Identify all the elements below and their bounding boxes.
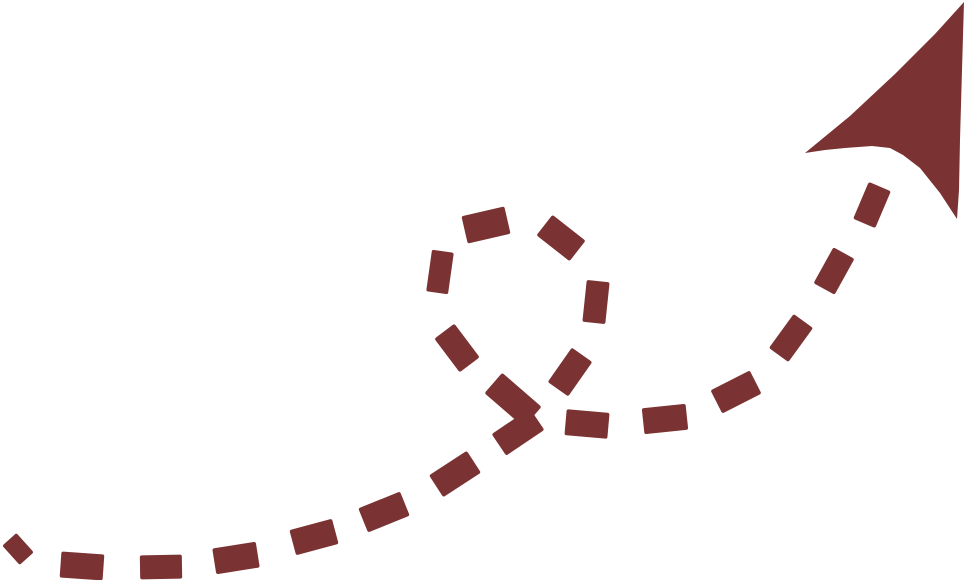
dash-segment (212, 542, 260, 574)
dash-segment (769, 314, 813, 362)
dash-segment (435, 324, 479, 372)
dash-segment (139, 554, 183, 580)
dash-segment (429, 451, 481, 497)
dash-segment (3, 533, 33, 565)
arrowhead (805, 2, 964, 219)
dash-segment (548, 348, 592, 396)
dash-segment (426, 249, 454, 295)
dash-segment (358, 492, 410, 532)
dash-segment (853, 182, 891, 228)
dash-segment (59, 551, 105, 580)
dash-segment (711, 371, 761, 413)
dash-segment (289, 519, 339, 555)
dash-segment (461, 206, 511, 244)
dash-segment (492, 409, 544, 455)
dash-segment (582, 280, 610, 324)
dash-segment (564, 409, 610, 439)
dash-segment (537, 215, 585, 261)
dash-segment (485, 373, 541, 427)
dash-segment (641, 403, 689, 435)
dash-segment (814, 247, 854, 295)
